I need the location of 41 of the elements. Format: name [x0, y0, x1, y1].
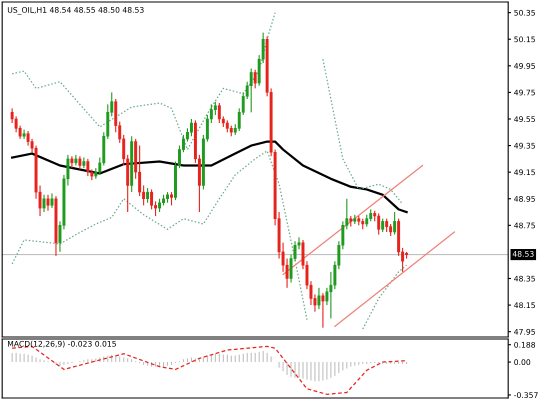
- candlestick: [393, 211, 396, 236]
- candlestick: [230, 125, 233, 137]
- candlestick: [190, 118, 193, 137]
- candlestick: [321, 292, 324, 328]
- candlestick: [214, 101, 217, 116]
- candlestick: [22, 129, 26, 140]
- candlestick: [50, 192, 54, 209]
- line-series: [11, 140, 408, 214]
- candlestick: [86, 158, 90, 177]
- candlestick: [46, 194, 50, 212]
- candlestick: [357, 215, 360, 226]
- candlestick: [250, 68, 253, 113]
- candlestick: [138, 145, 142, 197]
- candlestick: [349, 215, 352, 228]
- candlestick: [78, 156, 82, 170]
- candlestick: [254, 69, 257, 89]
- candlestick: [42, 194, 46, 213]
- candlestick: [385, 218, 388, 233]
- candlestick: [381, 218, 384, 233]
- candlestick: [389, 223, 392, 237]
- line-series: [12, 150, 308, 320]
- candlestick: [162, 194, 166, 206]
- candlestick: [218, 102, 221, 124]
- candlestick: [361, 218, 364, 230]
- candlestick: [158, 198, 162, 213]
- candlestick: [317, 287, 320, 310]
- candlestick: [170, 192, 173, 206]
- candlestick: [325, 287, 328, 306]
- line-series: [362, 264, 408, 330]
- candlestick: [26, 130, 30, 146]
- candlestick: [226, 120, 229, 133]
- candlestick: [146, 188, 150, 204]
- candlestick: [74, 154, 78, 166]
- candlestick: [82, 156, 86, 169]
- candlestick: [70, 156, 74, 169]
- line-series: [322, 58, 404, 205]
- candlestick: [377, 212, 380, 236]
- candlestick: [150, 188, 154, 210]
- candlestick: [353, 214, 356, 225]
- candlestick: [14, 116, 18, 133]
- candlestick: [166, 192, 170, 204]
